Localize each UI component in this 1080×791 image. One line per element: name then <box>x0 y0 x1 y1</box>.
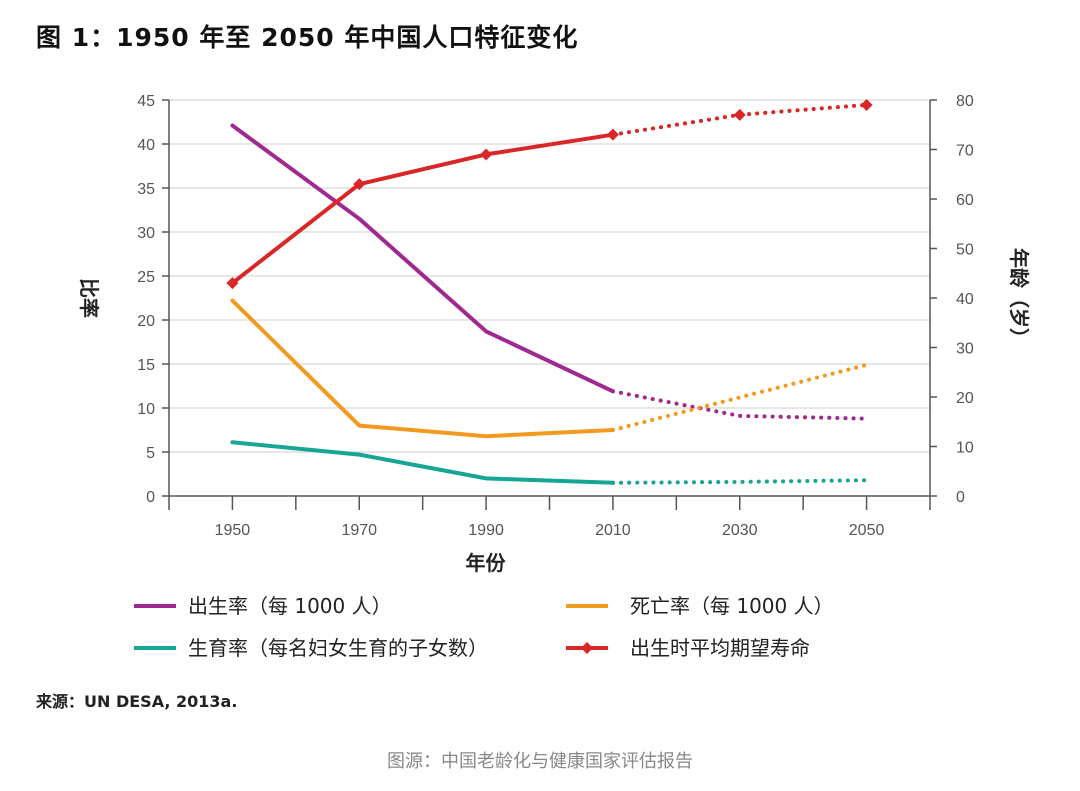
legend-label: 生育率（每名妇女生育的子女数） <box>188 636 488 660</box>
left-y-tick-label: 10 <box>137 401 155 418</box>
series-markers <box>226 98 873 290</box>
data-point-marker <box>353 178 366 191</box>
legend-label: 死亡率（每 1000 人） <box>630 594 834 618</box>
right-y-ticks: 0 10 20 30 40 50 60 70 80 <box>930 93 974 506</box>
series-line-projection <box>610 362 869 432</box>
gridlines <box>169 99 930 453</box>
x-ticks: 1950 1970 1990 2010 2030 2050 <box>168 496 931 539</box>
x-tick-label: 2050 <box>849 522 885 539</box>
x-tick-label: 1950 <box>215 522 251 539</box>
source-note: 来源：UN DESA, 2013a. <box>36 692 238 711</box>
left-y-tick-label: 40 <box>137 137 155 154</box>
right-y-tick-label: 20 <box>956 390 974 407</box>
left-y-tick-label: 35 <box>137 181 155 198</box>
series-line-projection <box>610 478 869 485</box>
series-line-historical <box>230 440 615 485</box>
legend-label: 出生率（每 1000 人） <box>188 594 392 618</box>
series-line-historical <box>230 132 615 286</box>
right-y-tick-label: 70 <box>956 143 974 160</box>
series-line-projection <box>610 389 869 421</box>
right-y-tick-label: 0 <box>956 489 965 506</box>
legend-marker <box>581 642 593 654</box>
x-tick-label: 1970 <box>341 522 377 539</box>
data-point-marker <box>480 148 493 161</box>
left-y-tick-label: 5 <box>146 445 155 462</box>
data-point-marker <box>860 98 873 111</box>
right-y-tick-label: 50 <box>956 242 974 259</box>
x-tick-label: 2010 <box>595 522 631 539</box>
chart-title: 图 1：1950 年至 2050 年中国人口特征变化 <box>36 23 579 52</box>
left-y-ticks: 0 5 10 15 20 25 30 35 40 45 <box>137 93 169 506</box>
left-y-tick-label: 0 <box>146 489 155 506</box>
series-line-historical <box>230 123 615 394</box>
legend: 出生率（每 1000 人） 死亡率（每 1000 人） 生育率（每名妇女生育的子女数… <box>134 594 834 660</box>
left-y-tick-label: 20 <box>137 313 155 330</box>
right-y-axis-title: 年龄（岁） <box>1007 248 1031 348</box>
right-y-tick-label: 30 <box>956 341 974 358</box>
left-y-tick-label: 45 <box>137 93 155 110</box>
series-lines <box>230 102 869 485</box>
left-y-axis-title: 比率 <box>77 278 101 318</box>
right-y-tick-label: 40 <box>956 291 974 308</box>
right-y-tick-label: 80 <box>956 93 974 110</box>
x-axis-title: 年份 <box>466 551 507 575</box>
legend-label: 出生时平均期望寿命 <box>630 636 810 660</box>
image-credit: 图源：中国老龄化与健康国家评估报告 <box>387 751 693 772</box>
data-point-marker <box>226 277 239 290</box>
left-y-tick-label: 15 <box>137 357 155 374</box>
data-point-marker <box>733 108 746 121</box>
left-y-tick-label: 25 <box>137 269 155 286</box>
data-point-marker <box>606 128 619 141</box>
right-y-tick-label: 10 <box>956 440 974 457</box>
axes <box>168 100 931 497</box>
left-y-tick-label: 30 <box>137 225 155 242</box>
x-tick-label: 1990 <box>468 522 504 539</box>
series-line-historical <box>230 298 615 439</box>
x-tick-label: 2030 <box>722 522 758 539</box>
right-y-tick-label: 60 <box>956 192 974 209</box>
